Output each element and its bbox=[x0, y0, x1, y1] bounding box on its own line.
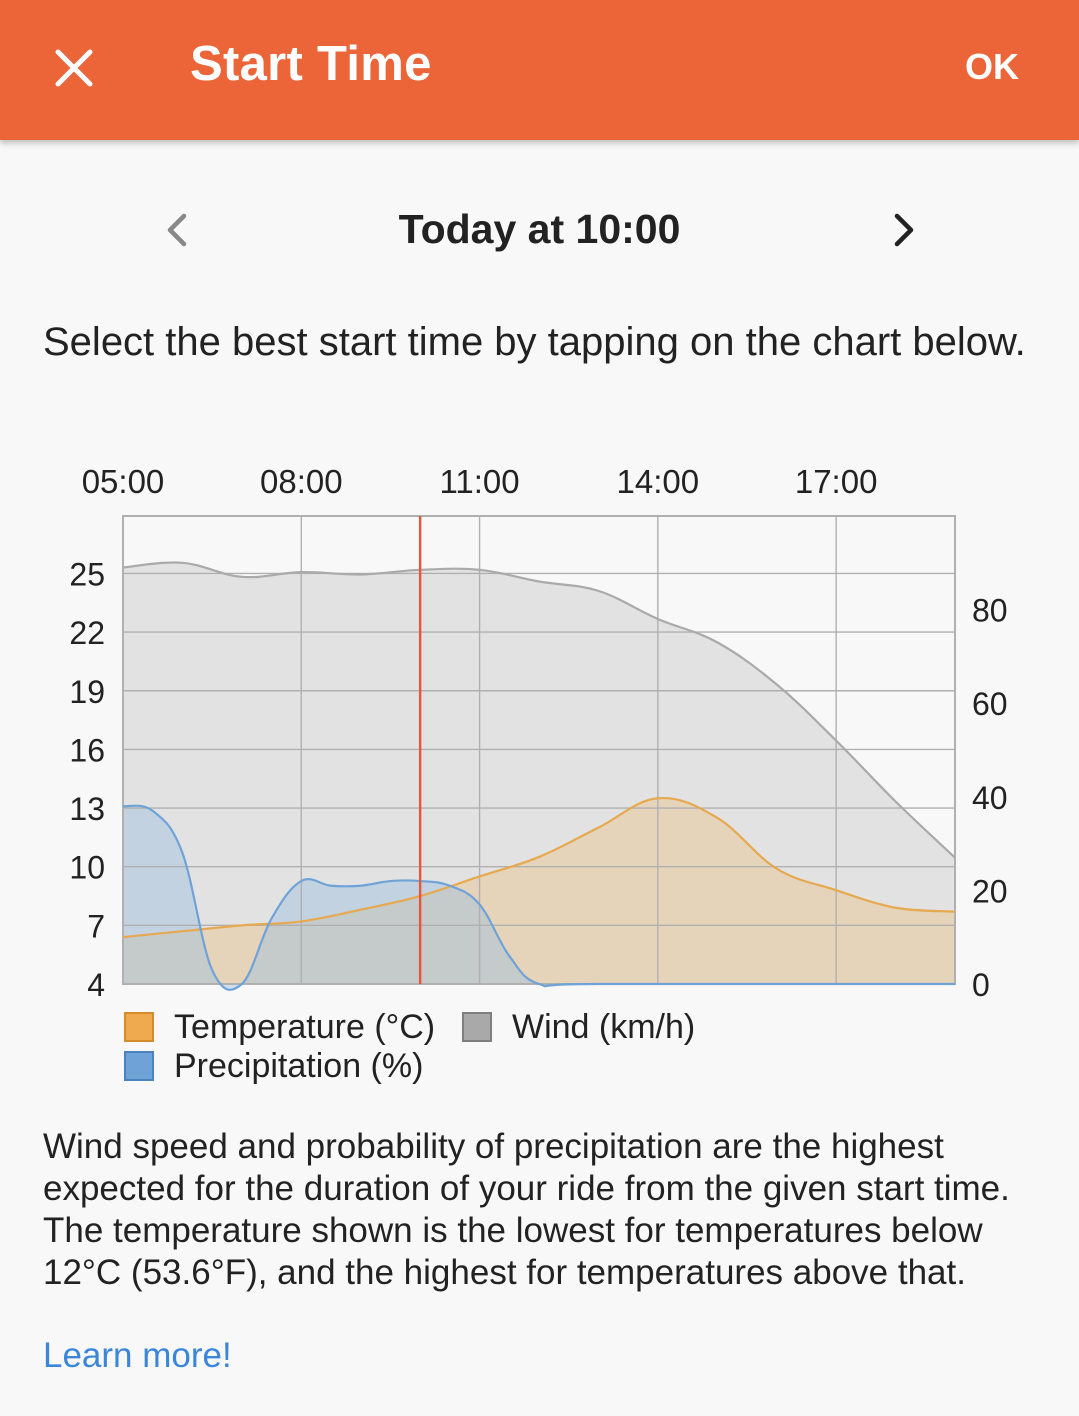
precipitation-area bbox=[123, 805, 955, 990]
x-tick-label: 14:00 bbox=[617, 463, 700, 500]
left-axis-tick-label: 13 bbox=[69, 791, 105, 827]
instructions-text: Select the best start time by tapping on… bbox=[43, 320, 1026, 364]
left-axis-tick-label: 7 bbox=[87, 908, 105, 944]
legend-item-precipitation: Precipitation (%) bbox=[124, 1047, 423, 1085]
close-icon bbox=[55, 49, 93, 87]
explanation-text: Wind speed and probability of precipitat… bbox=[43, 1127, 1010, 1292]
x-tick-label: 17:00 bbox=[795, 463, 878, 500]
chevron-left-icon bbox=[167, 213, 187, 247]
previous-button[interactable] bbox=[158, 208, 198, 252]
legend-item-temperature: Temperature (°C) bbox=[124, 1008, 435, 1046]
left-axis-tick-label: 25 bbox=[69, 556, 105, 592]
x-tick-label: 08:00 bbox=[260, 463, 343, 500]
wind-swatch bbox=[462, 1012, 492, 1042]
chart-legend: Temperature (°C) Wind (km/h) Precipitati… bbox=[124, 1008, 824, 1092]
chevron-right-icon bbox=[894, 213, 914, 247]
wind-line bbox=[122, 561, 956, 859]
legend-label: Precipitation (%) bbox=[174, 1046, 424, 1085]
weather-chart-svg[interactable]: 05:00 08:00 11:00 14:00 17:00 25 22 19 16 13 10 7 4… bbox=[0, 450, 1079, 1010]
app-bar: Start Time OK bbox=[0, 0, 1079, 140]
right-axis-tick-label: 60 bbox=[972, 686, 1008, 722]
left-axis-tick-label: 10 bbox=[69, 850, 105, 886]
wind-area bbox=[123, 562, 955, 984]
learn-more-link[interactable]: Learn more! bbox=[43, 1336, 232, 1375]
left-axis-tick-label: 16 bbox=[69, 732, 105, 768]
right-axis-tick-label: 20 bbox=[972, 873, 1008, 909]
left-axis-tick-label: 4 bbox=[87, 967, 105, 1003]
precipitation-line bbox=[122, 804, 955, 991]
legend-label: Wind (km/h) bbox=[512, 1007, 696, 1046]
precipitation-swatch bbox=[124, 1051, 154, 1081]
right-axis-tick-label: 0 bbox=[972, 967, 990, 1003]
right-axis-tick-label: 40 bbox=[972, 780, 1008, 816]
right-axis-tick-label: 80 bbox=[972, 593, 1008, 629]
ok-button[interactable]: OK bbox=[965, 46, 1019, 87]
legend-item-wind: Wind (km/h) bbox=[462, 1008, 695, 1046]
left-axis-tick-label: 22 bbox=[69, 615, 105, 651]
current-start-time: Today at 10:00 bbox=[398, 206, 681, 252]
x-tick-label: 05:00 bbox=[82, 463, 165, 500]
left-axis-tick-label: 19 bbox=[69, 674, 105, 710]
next-button[interactable] bbox=[885, 208, 925, 252]
date-navigator: Today at 10:00 bbox=[0, 198, 1079, 262]
weather-chart[interactable]: 05:00 08:00 11:00 14:00 17:00 25 22 19 16 13 10 7 4… bbox=[0, 450, 1079, 1010]
x-tick-label: 11:00 bbox=[440, 463, 520, 500]
legend-label: Temperature (°C) bbox=[174, 1007, 436, 1046]
close-button[interactable] bbox=[48, 42, 100, 94]
temperature-line bbox=[122, 796, 956, 939]
temperature-swatch bbox=[124, 1012, 154, 1042]
page-title: Start Time bbox=[190, 37, 432, 91]
